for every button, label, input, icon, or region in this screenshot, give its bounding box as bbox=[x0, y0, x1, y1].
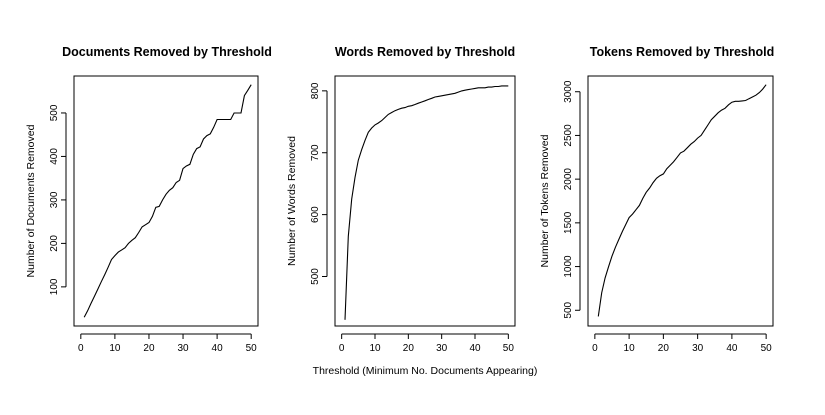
plot-frame bbox=[334, 75, 516, 327]
y-tick-label: 600 bbox=[310, 206, 321, 223]
x-tick-label: 30 bbox=[436, 343, 448, 354]
chart-title: Tokens Removed by Threshold bbox=[590, 45, 775, 59]
x-tick-label: 20 bbox=[143, 343, 155, 354]
shared-x-axis-label: Threshold (Minimum No. Documents Appeari… bbox=[313, 365, 538, 377]
y-tick-label: 1000 bbox=[563, 255, 574, 278]
x-tick-label: 0 bbox=[339, 343, 345, 354]
y-tick-label: 700 bbox=[310, 144, 321, 161]
chart-title: Documents Removed by Threshold bbox=[62, 45, 272, 59]
x-tick-label: 30 bbox=[692, 343, 704, 354]
chart-tokens: Tokens Removed by Threshold 0 10 20 30 40 50 50… bbox=[539, 45, 774, 354]
chart-words: Words Removed by Threshold 0 10 20 30 40 50 500… bbox=[286, 45, 516, 354]
x-tick-label: 0 bbox=[592, 343, 598, 354]
y-axis-label: Number of Tokens Removed bbox=[539, 134, 551, 267]
x-tick-label: 10 bbox=[624, 343, 636, 354]
x-tick-label: 10 bbox=[109, 343, 121, 354]
x-tick-label: 50 bbox=[503, 343, 515, 354]
series-line-words bbox=[344, 85, 509, 320]
chart-documents: Documents Removed by Threshold 0 10 20 30 40 5… bbox=[25, 45, 272, 354]
x-tick-label: 40 bbox=[212, 343, 224, 354]
y-tick-label: 500 bbox=[310, 268, 321, 285]
chart-title: Words Removed by Threshold bbox=[335, 45, 515, 59]
y-tick-label: 100 bbox=[49, 278, 60, 295]
x-tick-label: 40 bbox=[469, 343, 481, 354]
plot-frame bbox=[587, 75, 774, 327]
series-line-tokens bbox=[597, 84, 767, 317]
y-tick-label: 300 bbox=[49, 191, 60, 208]
x-tick-label: 20 bbox=[403, 343, 415, 354]
x-tick-label: 0 bbox=[78, 343, 84, 354]
y-axis-label: Number of Documents Removed bbox=[25, 124, 37, 277]
y-tick-label: 400 bbox=[49, 148, 60, 165]
x-tick-label: 40 bbox=[726, 343, 738, 354]
y-tick-label: 200 bbox=[49, 235, 60, 252]
y-tick-label: 2500 bbox=[563, 124, 574, 147]
y-tick-label: 1500 bbox=[563, 211, 574, 234]
y-axis-label: Number of Words Removed bbox=[286, 136, 298, 266]
x-tick-label: 30 bbox=[177, 343, 189, 354]
x-tick-label: 50 bbox=[761, 343, 773, 354]
y-tick-label: 3000 bbox=[563, 80, 574, 103]
y-tick-label: 800 bbox=[310, 82, 321, 99]
x-tick-label: 10 bbox=[369, 343, 381, 354]
series-line-documents bbox=[83, 84, 252, 318]
x-tick-label: 50 bbox=[246, 343, 258, 354]
y-tick-label: 2000 bbox=[563, 168, 574, 191]
plot-frame bbox=[73, 75, 259, 327]
x-tick-label: 20 bbox=[658, 343, 670, 354]
y-tick-label: 500 bbox=[49, 104, 60, 121]
y-tick-label: 500 bbox=[563, 301, 574, 318]
